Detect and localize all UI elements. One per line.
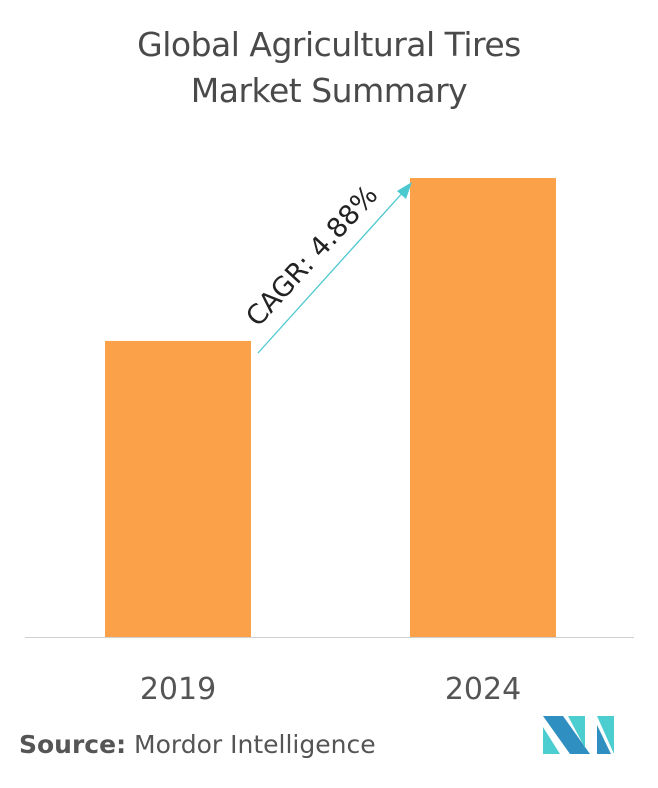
x-tick-label-2019: 2019 (140, 672, 216, 707)
mordor-logo (543, 716, 614, 754)
x-tick-label-2024: 2024 (445, 672, 521, 707)
bar-2019 (105, 340, 251, 637)
cagr-arrow-head (397, 182, 412, 199)
source-note: Source: Mordor Intelligence (19, 730, 376, 759)
title-line-1: Global Agricultural Tires (137, 25, 521, 64)
source-text: Mordor Intelligence (134, 730, 376, 759)
title-line-2: Market Summary (190, 71, 468, 110)
source-label: Source: (19, 730, 127, 759)
chart-title: Global Agricultural Tires Market Summary (0, 22, 658, 114)
bar-2024 (410, 178, 556, 637)
cagr-arrow (257, 189, 406, 354)
cagr-label: CAGR: 4.88% (240, 180, 384, 333)
